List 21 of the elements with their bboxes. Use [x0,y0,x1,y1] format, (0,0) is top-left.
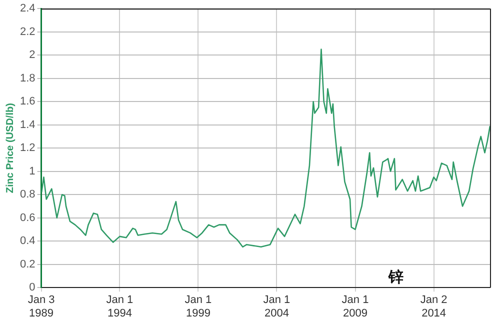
y-tick-label: 1.8 [20,72,36,84]
y-tick-label: 0.2 [20,258,36,270]
y-tick-label: 2.4 [20,2,36,15]
y-tick-label: 0.4 [20,235,36,248]
x-tick-label: Jan 3 1989 [28,294,55,320]
y-tick-label: 1.2 [20,142,36,154]
y-tick-label: 0 [29,282,36,294]
x-tick-label: Jan 1 2004 [263,294,290,320]
y-tick-label: 1 [29,165,36,178]
y-tick-label: 2.2 [20,26,36,38]
y-tick-label: 2 [29,49,36,62]
x-tick-label: Jan 1 1994 [106,294,134,320]
x-tick-label: Jan 1 1999 [184,294,212,320]
x-tick-label: Jan 2 2014 [420,294,448,320]
y-axis-title: Zinc Price (USD/lb) [4,103,16,194]
x-tick-label: Jan 1 2009 [342,294,369,320]
y-tick-label: 1.6 [20,96,36,108]
y-tick-label: 0.8 [20,188,36,201]
annotation: 锌 [387,268,404,286]
y-tick-label: 1.4 [20,118,36,131]
y-tick-label: 0.6 [20,212,36,224]
